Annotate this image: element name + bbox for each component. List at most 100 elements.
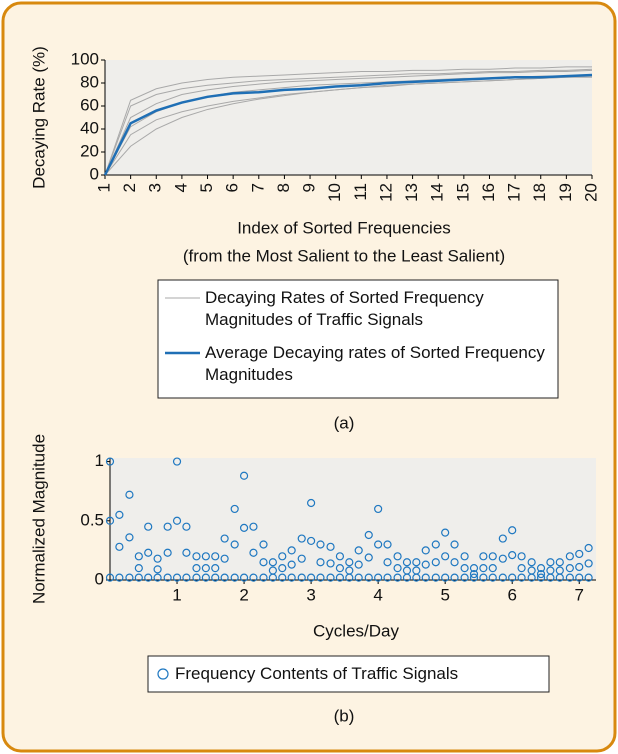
point — [402, 558, 412, 567]
x-tick-label: 16 — [479, 183, 498, 202]
x-tick-label: 13 — [402, 183, 421, 202]
point — [115, 573, 124, 582]
point — [479, 564, 488, 573]
point — [546, 558, 555, 567]
point — [134, 552, 143, 561]
point — [134, 564, 143, 573]
point — [153, 565, 162, 574]
series-line — [104, 66, 592, 176]
point — [469, 564, 479, 573]
point — [565, 573, 574, 582]
point — [402, 566, 412, 575]
point — [287, 546, 296, 555]
point — [326, 542, 335, 551]
x-axis-label: Index of Sorted Frequencies — [237, 218, 451, 237]
point — [383, 540, 392, 549]
caption: (a) — [334, 413, 355, 432]
point — [268, 558, 277, 567]
point — [115, 542, 124, 551]
series-line — [104, 68, 593, 176]
point — [268, 566, 277, 575]
point — [297, 573, 306, 582]
x-tick-label: 7 — [248, 183, 267, 192]
point — [182, 573, 191, 582]
series-line — [104, 76, 592, 176]
point — [393, 552, 402, 561]
point — [354, 573, 363, 582]
legend-label: Average Decaying rates of Sorted Frequen… — [205, 343, 545, 384]
point — [153, 573, 162, 582]
point — [469, 569, 479, 579]
x-tick-label: 3 — [146, 183, 165, 192]
point — [584, 559, 593, 568]
point — [163, 548, 172, 557]
point — [565, 552, 574, 561]
point — [297, 554, 306, 563]
point — [125, 490, 134, 499]
point — [584, 573, 593, 582]
x-tick-label: 8 — [274, 183, 293, 192]
point — [297, 534, 306, 543]
y-axis-label: Normalized Magnitude — [29, 434, 48, 604]
y-tick-label: 100 — [71, 49, 99, 68]
point — [364, 530, 373, 540]
point — [364, 573, 373, 582]
point — [555, 558, 564, 567]
point — [508, 551, 517, 560]
x-tick-label: 10 — [325, 183, 344, 202]
point — [192, 552, 201, 561]
point — [479, 552, 488, 561]
point — [393, 564, 402, 573]
point — [488, 552, 497, 561]
point — [144, 548, 153, 557]
point — [249, 573, 258, 582]
point — [431, 540, 440, 549]
point — [584, 543, 593, 553]
point — [307, 498, 316, 508]
point — [105, 457, 115, 466]
point — [134, 573, 143, 582]
point — [307, 536, 316, 546]
x-tick-label: 7 — [575, 585, 584, 604]
point — [412, 566, 421, 575]
point — [364, 553, 373, 562]
x-tick-label: 15 — [453, 183, 472, 202]
x-axis-label: (from the Most Salient to the Least Sali… — [183, 246, 505, 265]
y-tick-label: 0 — [90, 164, 99, 183]
point — [345, 558, 354, 567]
point — [469, 573, 479, 582]
point — [105, 573, 115, 582]
x-tick-label: 19 — [556, 183, 575, 202]
point — [316, 573, 325, 582]
point — [172, 457, 182, 466]
point — [326, 573, 335, 582]
point — [192, 573, 201, 582]
point — [421, 546, 430, 555]
point — [278, 573, 287, 582]
point — [421, 573, 430, 582]
point — [441, 573, 450, 582]
x-tick-label: 14 — [428, 183, 447, 202]
series-line — [104, 69, 593, 176]
point — [182, 548, 191, 557]
point — [450, 540, 459, 549]
x-tick-label: 2 — [239, 585, 248, 604]
point — [517, 552, 526, 561]
x-tick-label: 20 — [581, 183, 600, 202]
y-tick-label: 60 — [80, 95, 99, 114]
point — [278, 552, 287, 561]
point — [230, 540, 239, 549]
point — [201, 564, 210, 573]
legend-label: Decaying Rates of Sorted Frequency Magni… — [205, 288, 484, 329]
point — [565, 564, 574, 573]
series-line — [103, 73, 593, 176]
x-tick-label: 6 — [507, 585, 516, 604]
x-tick-label: 17 — [505, 183, 524, 202]
point — [374, 540, 383, 549]
point — [479, 573, 488, 582]
y-tick-label: 80 — [80, 72, 99, 91]
y-tick-label: 40 — [80, 118, 99, 137]
point — [144, 522, 153, 531]
point — [488, 573, 497, 582]
